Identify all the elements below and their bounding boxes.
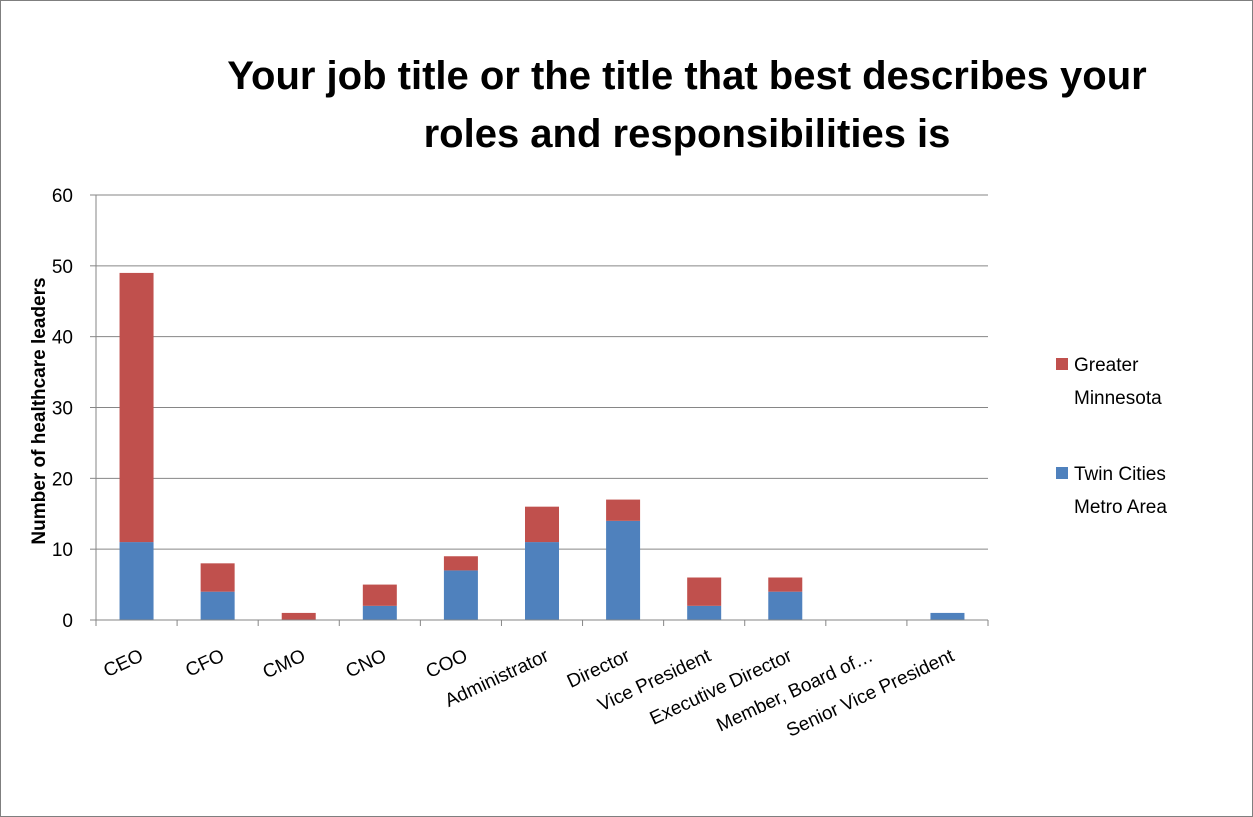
bar-segment [768,577,803,592]
bar-segment [200,591,235,620]
chart-title-line-2: roles and responsibilities is [424,112,951,156]
bar-segment [119,272,154,543]
y-tick-label: 0 [62,611,73,632]
legend-label: Greater [1074,355,1139,376]
bar-segment [687,577,722,606]
bar-segment [525,506,559,543]
chart-title: Your job title or the title that best de… [227,54,1146,156]
bar-segment [281,612,316,620]
axes [90,194,989,626]
legend-swatch [1056,467,1068,479]
x-category-label: CMO [260,645,309,683]
x-category-label: CFO [183,645,228,681]
legend-label: Minnesota [1074,388,1162,409]
legend-swatch [1056,358,1068,370]
bar-segment [443,570,478,620]
y-tick-label: 10 [52,540,73,561]
bar-segment [768,591,803,620]
x-category-label: CNO [343,645,390,682]
bar-segment [525,542,559,620]
bar-segment [606,499,641,521]
x-category-label: COO [423,645,471,682]
bars [119,272,965,620]
bar-segment [687,605,722,620]
legend-label: Twin Cities [1074,464,1166,485]
bar-segment [443,556,478,571]
y-tick-labels: 0 10 20 30 40 50 60 [52,186,73,632]
bar-segment [362,605,397,620]
bar-segment [119,542,154,620]
chart-title-line-1: Your job title or the title that best de… [227,54,1146,98]
bar-segment [362,584,397,606]
y-tick-label: 20 [52,469,73,490]
y-tick-label: 60 [52,186,73,207]
bar-segment [606,520,641,620]
y-axis-label: Number of healthcare leaders [29,277,50,544]
bar-segment [200,563,235,592]
bar-segment [930,612,965,620]
legend-label: Metro Area [1074,497,1167,518]
x-category-label: CEO [100,645,146,681]
y-tick-label: 50 [52,257,73,278]
y-tick-label: 30 [52,399,73,420]
gridlines [96,194,988,550]
legend: Greater Minnesota Twin Cities Metro Area [1056,355,1167,518]
y-tick-label: 40 [52,328,73,349]
